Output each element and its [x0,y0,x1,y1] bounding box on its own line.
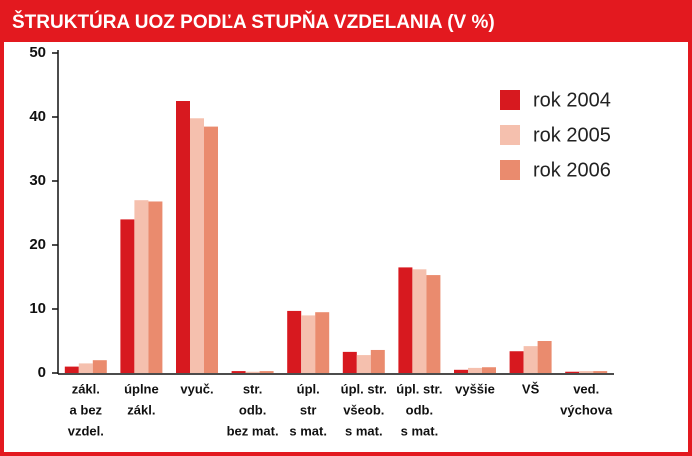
x-tick-label: odb. [406,402,433,417]
x-tick-label: zákl. [127,402,155,417]
legend-label: rok 2004 [533,89,611,111]
x-tick-label: úpl. [297,381,320,396]
y-tick-label: 10 [29,300,46,317]
legend-swatch [500,160,520,180]
x-tick-label: úplne [124,381,159,396]
bar [259,371,274,373]
title-bar [0,0,692,42]
bar [356,355,371,373]
x-tick-label: úpl. str. [341,381,387,396]
x-tick-label: zákl. [72,381,100,396]
bar [342,351,357,373]
bar [315,312,330,373]
bar [92,360,107,373]
bar [245,371,260,373]
bar [204,126,218,373]
x-tick-label: výchova [560,402,613,417]
bar [148,201,163,373]
bar [301,315,316,373]
bar [579,371,594,373]
bar [537,341,552,373]
bar [565,371,580,373]
bar [454,369,468,373]
legend-label: rok 2005 [533,124,611,146]
y-tick-label: 50 [29,44,46,61]
bar [426,275,441,373]
legend-swatch [500,125,520,145]
x-tick-label: s mat. [401,423,439,438]
bar [468,367,482,373]
bar [593,371,608,373]
x-tick-label: vyššie [455,381,495,396]
bar [134,200,149,373]
y-tick-label: 30 [29,172,46,189]
x-tick-label: a bez [70,402,103,417]
bar [398,267,413,373]
bar [190,118,204,373]
x-tick-label: vzdel. [68,423,104,438]
y-tick-label: 40 [29,108,46,125]
bar [482,367,496,373]
bar [64,366,79,373]
x-tick-label: str [300,402,317,417]
chart-title: ŠTRUKTÚRA UOZ PODĽA STUPŇA VZDELANIA (V … [12,11,495,33]
x-tick-label: odb. [239,402,266,417]
bar [231,371,246,373]
x-tick-label: s mat. [345,423,383,438]
legend-label: rok 2006 [533,159,611,181]
x-tick-label: úpl. str. [396,381,442,396]
x-tick-label: s mat. [289,423,327,438]
bar [78,363,93,373]
bar [287,310,302,373]
x-tick-label: všeob. [343,402,384,417]
x-tick-label: ved. [573,381,599,396]
bar [509,351,524,373]
x-tick-label: bez mat. [227,423,279,438]
y-tick-label: 0 [38,364,46,381]
x-tick-label: str. [243,381,263,396]
y-tick-label: 20 [29,236,46,253]
x-tick-label: vyuč. [180,381,213,396]
bar [523,346,538,373]
bar [120,219,135,373]
bar [176,101,190,373]
bar [370,349,385,373]
legend-swatch [500,90,520,110]
bar [412,269,427,373]
x-tick-label: VŠ [522,381,540,396]
